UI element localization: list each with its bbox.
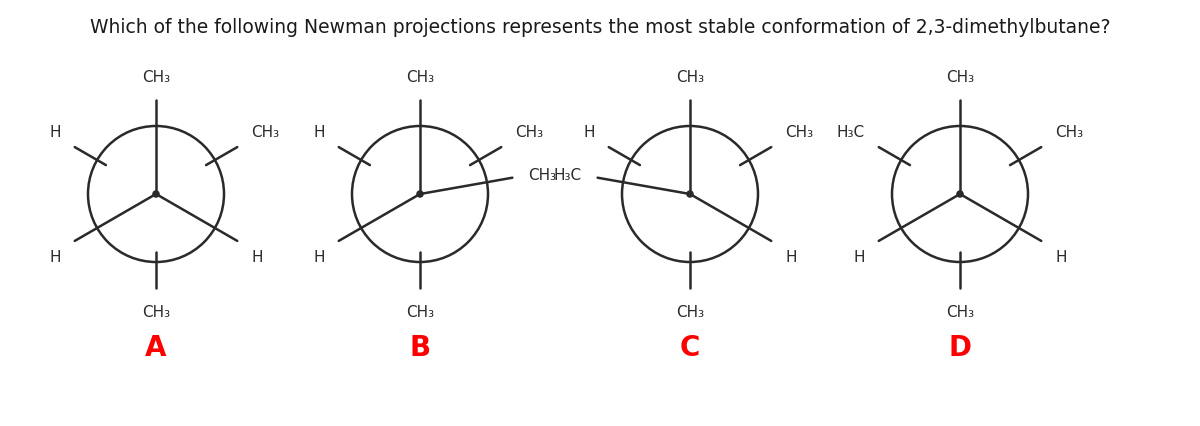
Text: CH₃: CH₃ <box>946 70 974 85</box>
Text: CH₃: CH₃ <box>528 168 557 183</box>
Text: CH₃: CH₃ <box>516 125 544 140</box>
Text: CH₃: CH₃ <box>142 70 170 85</box>
Text: CH₃: CH₃ <box>676 70 704 85</box>
Circle shape <box>416 192 424 198</box>
Text: C: C <box>680 334 700 362</box>
Text: H: H <box>252 250 263 265</box>
Text: CH₃: CH₃ <box>142 305 170 320</box>
Text: H: H <box>313 250 324 265</box>
Text: A: A <box>145 334 167 362</box>
Text: CH₃: CH₃ <box>946 305 974 320</box>
Text: CH₃: CH₃ <box>252 125 280 140</box>
Text: Which of the following Newman projections represents the most stable conformatio: Which of the following Newman projection… <box>90 18 1110 37</box>
Text: D: D <box>948 334 972 362</box>
Text: H₃C: H₃C <box>553 168 582 183</box>
Text: H: H <box>49 250 60 265</box>
Text: H: H <box>313 125 324 140</box>
Text: H: H <box>49 125 60 140</box>
Text: B: B <box>409 334 431 362</box>
Circle shape <box>152 192 160 198</box>
Circle shape <box>686 192 694 198</box>
Text: CH₃: CH₃ <box>406 305 434 320</box>
Text: CH₃: CH₃ <box>406 70 434 85</box>
Text: CH₃: CH₃ <box>1056 125 1084 140</box>
Text: H₃C: H₃C <box>836 125 864 140</box>
Text: H: H <box>853 250 864 265</box>
Text: H: H <box>583 125 594 140</box>
Circle shape <box>956 192 964 198</box>
Text: H: H <box>1056 250 1067 265</box>
Text: CH₃: CH₃ <box>786 125 814 140</box>
Text: H: H <box>786 250 797 265</box>
Text: CH₃: CH₃ <box>676 305 704 320</box>
